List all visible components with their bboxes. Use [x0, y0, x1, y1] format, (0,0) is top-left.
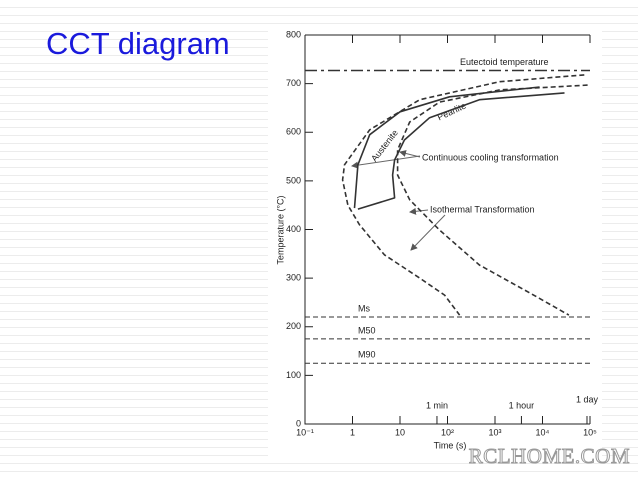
x-axis-label: Time (s): [434, 440, 467, 450]
annotation: Isothermal Transformation: [430, 204, 535, 214]
curve: [341, 74, 585, 316]
x-tick-label: 10⁻¹: [296, 427, 314, 437]
watermark: RCLHOME.COM: [468, 444, 630, 469]
annotation: Continuous cooling transformation: [422, 152, 559, 162]
curve: [353, 86, 540, 209]
x-tick-label: 1: [350, 427, 355, 437]
arrow: [399, 150, 421, 158]
x-tick-label: 10: [395, 427, 405, 437]
y-tick-label: 800: [286, 29, 301, 39]
reference-label: M90: [358, 350, 376, 360]
y-tick-label: 500: [286, 175, 301, 185]
x-tick-label: 10³: [488, 427, 501, 437]
arrow: [351, 155, 421, 169]
time-mark-label: 1 min: [426, 400, 448, 410]
time-mark-label: 1 day: [576, 394, 599, 404]
reference-label: Ms: [358, 303, 370, 313]
time-mark-label: 1 hour: [509, 400, 535, 410]
x-tick-label: 10⁵: [583, 427, 597, 437]
arrow: [410, 214, 446, 251]
y-tick-label: 700: [286, 78, 301, 88]
figure-panel: [268, 26, 602, 456]
y-tick-label: 400: [286, 224, 301, 234]
y-tick-label: 300: [286, 273, 301, 283]
y-axis-label: Temperature (°C): [275, 195, 285, 264]
y-tick-label: 0: [296, 418, 301, 428]
curve: [396, 84, 588, 316]
y-tick-label: 600: [286, 127, 301, 137]
curve: [357, 92, 565, 210]
x-tick-label: 10⁴: [536, 427, 550, 437]
arrow: [409, 207, 429, 215]
y-tick-label: 200: [286, 321, 301, 331]
x-tick-label: 10²: [441, 427, 454, 437]
reference-label: Eutectoid temperature: [460, 57, 549, 67]
reference-label: M50: [358, 325, 376, 335]
y-tick-label: 100: [286, 370, 301, 380]
slide-title: CCT diagram: [46, 26, 230, 61]
